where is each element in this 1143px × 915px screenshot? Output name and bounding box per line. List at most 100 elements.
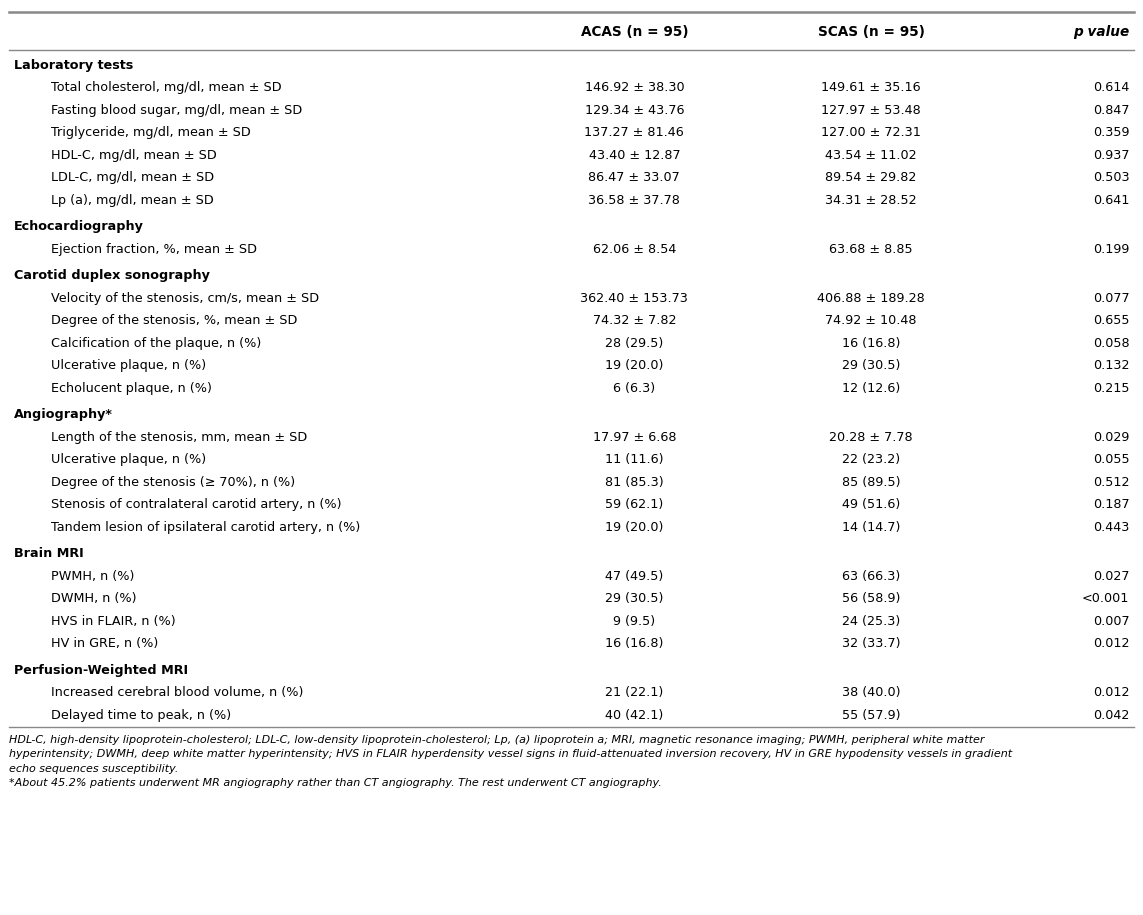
Text: 32 (33.7): 32 (33.7) bbox=[841, 637, 901, 651]
Text: Ulcerative plaque, n (%): Ulcerative plaque, n (%) bbox=[51, 453, 207, 467]
Text: *About 45.2% patients underwent MR angiography rather than CT angiography. The r: *About 45.2% patients underwent MR angio… bbox=[9, 778, 662, 788]
Text: 0.937: 0.937 bbox=[1093, 149, 1129, 162]
Text: hyperintensity; DWMH, deep white matter hyperintensity; HVS in FLAIR hyperdensit: hyperintensity; DWMH, deep white matter … bbox=[9, 749, 1013, 759]
Text: echo sequences susceptibility.: echo sequences susceptibility. bbox=[9, 763, 178, 773]
Text: 0.614: 0.614 bbox=[1093, 81, 1129, 94]
Text: 34.31 ± 28.52: 34.31 ± 28.52 bbox=[825, 194, 917, 207]
Text: 0.132: 0.132 bbox=[1093, 360, 1129, 372]
Text: HDL-C, mg/dl, mean ± SD: HDL-C, mg/dl, mean ± SD bbox=[51, 149, 217, 162]
Text: 0.012: 0.012 bbox=[1093, 637, 1129, 651]
Text: p value: p value bbox=[1073, 25, 1129, 38]
Text: 14 (14.7): 14 (14.7) bbox=[841, 521, 901, 533]
Text: 137.27 ± 81.46: 137.27 ± 81.46 bbox=[584, 126, 685, 139]
Text: 62.06 ± 8.54: 62.06 ± 8.54 bbox=[593, 242, 676, 256]
Text: 43.54 ± 11.02: 43.54 ± 11.02 bbox=[825, 149, 917, 162]
Text: HDL-C, high-density lipoprotein-cholesterol; LDL-C, low-density lipoprotein-chol: HDL-C, high-density lipoprotein-choleste… bbox=[9, 735, 984, 745]
Text: 0.199: 0.199 bbox=[1093, 242, 1129, 256]
Text: 0.029: 0.029 bbox=[1093, 431, 1129, 444]
Text: 55 (57.9): 55 (57.9) bbox=[841, 709, 901, 722]
Text: 0.055: 0.055 bbox=[1093, 453, 1129, 467]
Text: 0.187: 0.187 bbox=[1093, 499, 1129, 511]
Text: 20.28 ± 7.78: 20.28 ± 7.78 bbox=[829, 431, 913, 444]
Text: 127.97 ± 53.48: 127.97 ± 53.48 bbox=[821, 103, 921, 117]
Text: LDL-C, mg/dl, mean ± SD: LDL-C, mg/dl, mean ± SD bbox=[51, 171, 215, 184]
Text: 0.503: 0.503 bbox=[1093, 171, 1129, 184]
Text: 21 (22.1): 21 (22.1) bbox=[606, 686, 663, 699]
Text: Perfusion-Weighted MRI: Perfusion-Weighted MRI bbox=[14, 663, 187, 677]
Text: 59 (62.1): 59 (62.1) bbox=[606, 499, 663, 511]
Text: 149.61 ± 35.16: 149.61 ± 35.16 bbox=[821, 81, 921, 94]
Text: 0.027: 0.027 bbox=[1093, 570, 1129, 583]
Text: 74.32 ± 7.82: 74.32 ± 7.82 bbox=[592, 314, 677, 328]
Text: Delayed time to peak, n (%): Delayed time to peak, n (%) bbox=[51, 709, 232, 722]
Text: 29 (30.5): 29 (30.5) bbox=[841, 360, 901, 372]
Text: 19 (20.0): 19 (20.0) bbox=[605, 360, 664, 372]
Text: Length of the stenosis, mm, mean ± SD: Length of the stenosis, mm, mean ± SD bbox=[51, 431, 307, 444]
Text: 0.012: 0.012 bbox=[1093, 686, 1129, 699]
Text: 49 (51.6): 49 (51.6) bbox=[842, 499, 900, 511]
Text: 0.042: 0.042 bbox=[1093, 709, 1129, 722]
Text: DWMH, n (%): DWMH, n (%) bbox=[51, 592, 137, 605]
Text: 29 (30.5): 29 (30.5) bbox=[605, 592, 664, 605]
Text: 11 (11.6): 11 (11.6) bbox=[605, 453, 664, 467]
Text: Ejection fraction, %, mean ± SD: Ejection fraction, %, mean ± SD bbox=[51, 242, 257, 256]
Text: 16 (16.8): 16 (16.8) bbox=[605, 637, 664, 651]
Text: Brain MRI: Brain MRI bbox=[14, 547, 83, 560]
Text: 9 (9.5): 9 (9.5) bbox=[614, 615, 655, 628]
Text: 0.641: 0.641 bbox=[1093, 194, 1129, 207]
Text: Carotid duplex sonography: Carotid duplex sonography bbox=[14, 269, 209, 282]
Text: 0.847: 0.847 bbox=[1093, 103, 1129, 117]
Text: Increased cerebral blood volume, n (%): Increased cerebral blood volume, n (%) bbox=[51, 686, 304, 699]
Text: Total cholesterol, mg/dl, mean ± SD: Total cholesterol, mg/dl, mean ± SD bbox=[51, 81, 282, 94]
Text: 86.47 ± 33.07: 86.47 ± 33.07 bbox=[589, 171, 680, 184]
Text: SCAS (n = 95): SCAS (n = 95) bbox=[817, 25, 925, 38]
Text: <0.001: <0.001 bbox=[1082, 592, 1129, 605]
Text: 38 (40.0): 38 (40.0) bbox=[841, 686, 901, 699]
Text: 56 (58.9): 56 (58.9) bbox=[841, 592, 901, 605]
Text: HV in GRE, n (%): HV in GRE, n (%) bbox=[51, 637, 159, 651]
Text: Degree of the stenosis (≥ 70%), n (%): Degree of the stenosis (≥ 70%), n (%) bbox=[51, 476, 296, 489]
Text: 63 (66.3): 63 (66.3) bbox=[842, 570, 900, 583]
Text: 40 (42.1): 40 (42.1) bbox=[606, 709, 663, 722]
Text: 129.34 ± 43.76: 129.34 ± 43.76 bbox=[584, 103, 685, 117]
Text: Laboratory tests: Laboratory tests bbox=[14, 59, 133, 71]
Text: 85 (89.5): 85 (89.5) bbox=[841, 476, 901, 489]
Text: 0.215: 0.215 bbox=[1093, 382, 1129, 394]
Text: Tandem lesion of ipsilateral carotid artery, n (%): Tandem lesion of ipsilateral carotid art… bbox=[51, 521, 361, 533]
Text: 0.058: 0.058 bbox=[1093, 337, 1129, 350]
Text: ACAS (n = 95): ACAS (n = 95) bbox=[581, 25, 688, 38]
Text: 16 (16.8): 16 (16.8) bbox=[841, 337, 901, 350]
Text: 0.359: 0.359 bbox=[1093, 126, 1129, 139]
Text: 0.512: 0.512 bbox=[1093, 476, 1129, 489]
Text: Lp (a), mg/dl, mean ± SD: Lp (a), mg/dl, mean ± SD bbox=[51, 194, 214, 207]
Text: 19 (20.0): 19 (20.0) bbox=[605, 521, 664, 533]
Text: 0.077: 0.077 bbox=[1093, 292, 1129, 305]
Text: Echocardiography: Echocardiography bbox=[14, 221, 144, 233]
Text: Angiography*: Angiography* bbox=[14, 408, 113, 421]
Text: Fasting blood sugar, mg/dl, mean ± SD: Fasting blood sugar, mg/dl, mean ± SD bbox=[51, 103, 303, 117]
Text: Degree of the stenosis, %, mean ± SD: Degree of the stenosis, %, mean ± SD bbox=[51, 314, 298, 328]
Text: 6 (6.3): 6 (6.3) bbox=[614, 382, 655, 394]
Text: PWMH, n (%): PWMH, n (%) bbox=[51, 570, 135, 583]
Text: 127.00 ± 72.31: 127.00 ± 72.31 bbox=[821, 126, 921, 139]
Text: 0.007: 0.007 bbox=[1093, 615, 1129, 628]
Text: Stenosis of contralateral carotid artery, n (%): Stenosis of contralateral carotid artery… bbox=[51, 499, 342, 511]
Text: 362.40 ± 153.73: 362.40 ± 153.73 bbox=[581, 292, 688, 305]
Text: Triglyceride, mg/dl, mean ± SD: Triglyceride, mg/dl, mean ± SD bbox=[51, 126, 251, 139]
Text: 24 (25.3): 24 (25.3) bbox=[842, 615, 900, 628]
Text: 406.88 ± 189.28: 406.88 ± 189.28 bbox=[817, 292, 925, 305]
Text: 22 (23.2): 22 (23.2) bbox=[842, 453, 900, 467]
Text: Echolucent plaque, n (%): Echolucent plaque, n (%) bbox=[51, 382, 213, 394]
Text: Calcification of the plaque, n (%): Calcification of the plaque, n (%) bbox=[51, 337, 262, 350]
Text: 43.40 ± 12.87: 43.40 ± 12.87 bbox=[589, 149, 680, 162]
Text: 17.97 ± 6.68: 17.97 ± 6.68 bbox=[592, 431, 677, 444]
Text: 0.443: 0.443 bbox=[1093, 521, 1129, 533]
Text: 47 (49.5): 47 (49.5) bbox=[606, 570, 663, 583]
Text: 36.58 ± 37.78: 36.58 ± 37.78 bbox=[589, 194, 680, 207]
Text: Ulcerative plaque, n (%): Ulcerative plaque, n (%) bbox=[51, 360, 207, 372]
Text: HVS in FLAIR, n (%): HVS in FLAIR, n (%) bbox=[51, 615, 176, 628]
Text: Velocity of the stenosis, cm/s, mean ± SD: Velocity of the stenosis, cm/s, mean ± S… bbox=[51, 292, 320, 305]
Text: 81 (85.3): 81 (85.3) bbox=[605, 476, 664, 489]
Text: 74.92 ± 10.48: 74.92 ± 10.48 bbox=[825, 314, 917, 328]
Text: 89.54 ± 29.82: 89.54 ± 29.82 bbox=[825, 171, 917, 184]
